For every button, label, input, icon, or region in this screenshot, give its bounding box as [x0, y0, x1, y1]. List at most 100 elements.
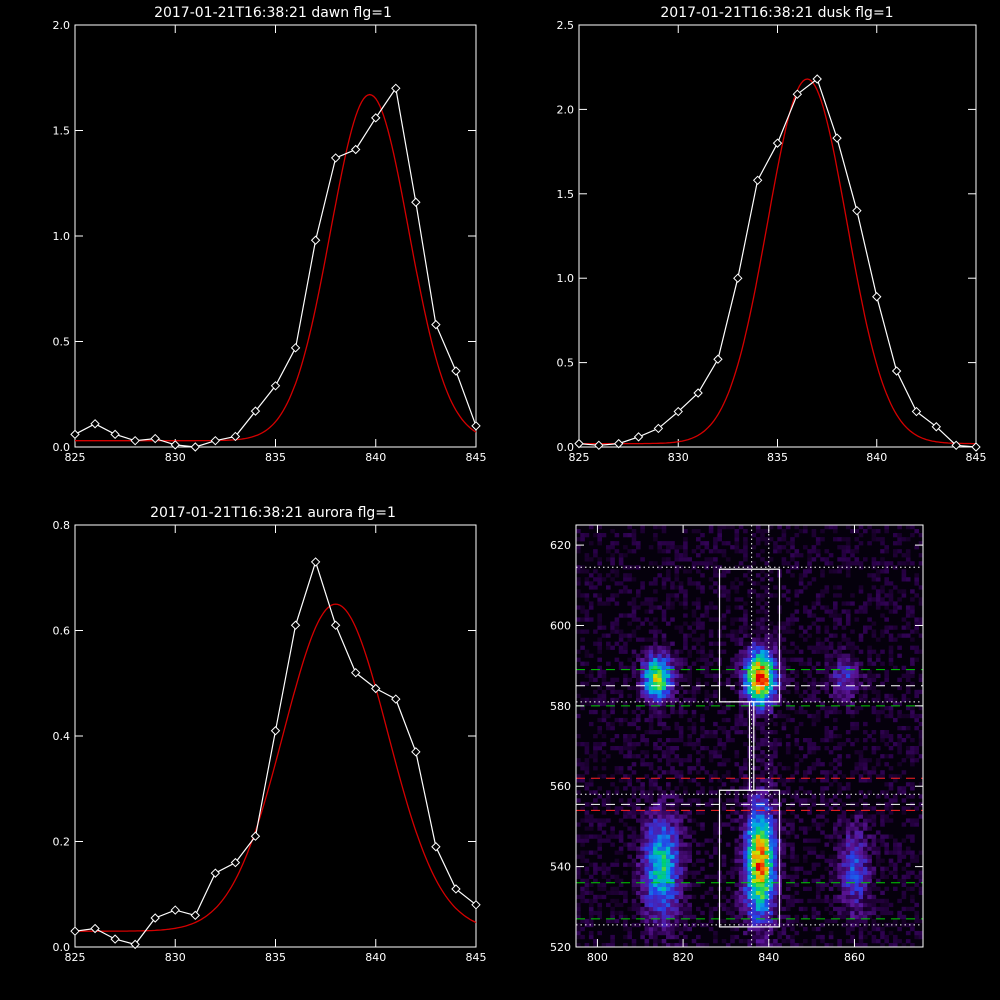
heatmap-cell [678, 878, 684, 883]
heatmap-cell [674, 697, 680, 703]
heatmap-cell [683, 810, 688, 815]
heatmap-cell [773, 633, 778, 638]
heatmap-cell [755, 766, 761, 771]
heatmap-cell [841, 802, 847, 807]
heatmap-cell [614, 549, 620, 554]
heatmap-cell [678, 794, 684, 799]
heatmap-cell [773, 906, 778, 912]
heatmap-cell [584, 629, 590, 634]
heatmap-cell [743, 886, 748, 891]
heatmap-cell [785, 939, 791, 944]
heatmap-cell [820, 573, 825, 578]
heatmap-cell [781, 870, 787, 875]
heatmap-cell [661, 822, 667, 827]
aurora-y-tick-label: 0.0 [53, 941, 71, 954]
heatmap-cell [760, 637, 765, 642]
heatmap-cell [901, 713, 907, 719]
heatmap-cell [666, 930, 671, 936]
heatmap-cell [888, 561, 894, 566]
heatmap-cell [738, 842, 744, 847]
heatmap-cell [627, 613, 632, 618]
heatmap-cell [674, 858, 680, 863]
heatmap-cell [670, 826, 675, 831]
heatmap-cell [700, 726, 705, 731]
heatmap-cell [648, 834, 654, 839]
heatmap-cell [691, 742, 697, 747]
heatmap-cell [648, 814, 654, 819]
heatmap-cell [576, 581, 581, 586]
heatmap-cell [828, 709, 834, 715]
heatmap-cell [773, 541, 778, 546]
heatmap-cell [850, 661, 855, 666]
heatmap-cell [670, 830, 675, 835]
heatmap-cell [837, 782, 842, 787]
heatmap-cell [593, 709, 598, 715]
heatmap-cell [837, 798, 842, 803]
heatmap-cell [918, 705, 924, 711]
aurora-panel-title: 2017-01-21T16:38:21 aurora flg=1 [150, 505, 396, 521]
heatmap-cell [768, 850, 774, 855]
heatmap-cell [687, 834, 692, 839]
heatmap-cell [867, 866, 872, 871]
heatmap-cell [841, 697, 847, 703]
heatmap-cell [824, 557, 830, 562]
heatmap-cell [845, 842, 851, 847]
heatmap-cell [653, 939, 658, 944]
heatmap-cell [760, 826, 765, 831]
heatmap-cell [755, 926, 761, 932]
heatmap-cell [623, 553, 628, 558]
heatmap-cell [824, 653, 830, 658]
dawn-observed-point [330, 153, 341, 163]
heatmap-cell [747, 665, 752, 670]
heatmap-cell [815, 898, 821, 904]
heatmap-cell [597, 641, 602, 646]
heatmap-cell [858, 541, 864, 546]
heatmap-cell [824, 629, 830, 634]
heatmap-cell [661, 726, 667, 731]
heatmap-cell [696, 770, 701, 775]
heatmap-cell [593, 569, 598, 574]
heatmap-cell [743, 810, 748, 815]
heatmap-cell [661, 693, 667, 699]
heatmap-cell [867, 790, 872, 795]
heatmap-cell [867, 818, 872, 823]
heatmap-cell [764, 790, 770, 795]
heatmap-cell [618, 846, 624, 851]
heatmap-cell [738, 874, 744, 879]
heatmap-cell [858, 902, 864, 908]
heatmap-cell [738, 525, 744, 530]
heatmap-cell [824, 705, 830, 711]
heatmap-cell [743, 762, 748, 767]
heatmap-cell [781, 557, 787, 562]
heatmap-cell [636, 874, 641, 879]
heatmap-cell [653, 902, 658, 908]
heatmap-cell [871, 533, 877, 538]
heatmap-cell [683, 557, 688, 562]
heatmap-cell [696, 918, 701, 924]
heatmap-cell [850, 870, 855, 875]
heatmap-cell [687, 766, 692, 771]
heatmap-cell [708, 890, 714, 895]
heatmap-cell [738, 846, 744, 851]
heatmap-cell [781, 930, 787, 936]
dusk-observed-point [971, 442, 981, 452]
dawn-x-tick-label: 845 [466, 451, 487, 464]
heatmap-cell [871, 822, 877, 827]
heatmap-cell [717, 537, 722, 542]
heatmap-cell [653, 669, 658, 674]
heatmap-cell [850, 926, 855, 932]
heatmap-cell [863, 866, 868, 871]
heatmap-cell [713, 874, 718, 879]
heatmap-cell [644, 894, 650, 900]
heatmap-cell [785, 734, 791, 739]
heatmap-cell [614, 689, 620, 695]
heatmap-cell [833, 794, 838, 799]
heatmap-cell [768, 633, 774, 638]
heatmap-cell [905, 537, 911, 542]
heatmap-cell [781, 629, 787, 634]
heatmap-cell [648, 886, 654, 891]
heatmap-cell [708, 529, 714, 534]
heatmap-cell [666, 726, 671, 731]
heatmap-cell [584, 802, 590, 807]
heatmap-cell [657, 842, 662, 847]
